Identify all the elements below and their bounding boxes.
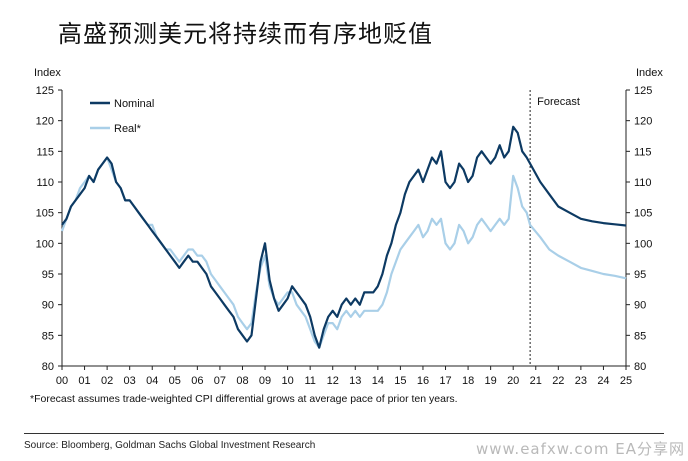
series-line-nominal bbox=[61, 125, 627, 349]
x-tick-label: 11 bbox=[304, 375, 315, 387]
series-line-real bbox=[60, 156, 627, 349]
x-tick-label: 05 bbox=[169, 375, 181, 387]
y-axis-title-right: Index bbox=[636, 67, 663, 79]
y-tick-label-right: 100 bbox=[634, 238, 652, 250]
forecast-annotation: Forecast bbox=[537, 96, 580, 108]
y-tick-label-left: 105 bbox=[36, 208, 54, 220]
y-tick-label-left: 90 bbox=[42, 300, 54, 312]
x-tick-label: 24 bbox=[597, 375, 609, 387]
y-tick-label-left: 120 bbox=[36, 116, 54, 128]
y-tick-label-right: 120 bbox=[634, 116, 652, 128]
x-tick-label: 09 bbox=[259, 375, 271, 387]
y-tick-label-left: 100 bbox=[36, 238, 54, 250]
y-tick-label-right: 125 bbox=[634, 85, 652, 97]
y-tick-label-left: 125 bbox=[36, 85, 54, 97]
y-tick-label-left: 80 bbox=[42, 361, 54, 373]
x-tick-label: 08 bbox=[236, 375, 248, 387]
y-tick-label-left: 85 bbox=[42, 330, 54, 342]
y-tick-label-left: 115 bbox=[36, 146, 54, 158]
divider bbox=[24, 433, 664, 434]
y-tick-label-right: 90 bbox=[634, 300, 646, 312]
x-tick-label: 23 bbox=[575, 375, 587, 387]
x-tick-label: 13 bbox=[349, 375, 361, 387]
x-tick-label: 19 bbox=[485, 375, 497, 387]
x-tick-label: 06 bbox=[191, 375, 203, 387]
x-tick-label: 10 bbox=[281, 375, 293, 387]
x-tick-label: 25 bbox=[620, 375, 632, 387]
legend-label-nominal: Nominal bbox=[114, 98, 154, 110]
x-tick-label: 00 bbox=[56, 375, 68, 387]
footnote: *Forecast assumes trade-weighted CPI dif… bbox=[30, 393, 458, 405]
y-axis-title-left: Index bbox=[34, 67, 61, 79]
legend: Nominal Real* bbox=[90, 98, 154, 135]
x-tick-label: 02 bbox=[101, 375, 113, 387]
y-tick-label-right: 85 bbox=[634, 330, 646, 342]
x-tick-label: 04 bbox=[146, 375, 158, 387]
y-tick-label-right: 115 bbox=[634, 146, 652, 158]
x-tick-label: 14 bbox=[372, 375, 384, 387]
x-tick-label: 22 bbox=[552, 375, 564, 387]
x-tick-label: 20 bbox=[507, 375, 519, 387]
x-tick-label: 03 bbox=[124, 375, 136, 387]
y-tick-label-left: 110 bbox=[36, 177, 54, 189]
y-tick-label-right: 95 bbox=[634, 269, 646, 281]
legend-label-real: Real* bbox=[114, 123, 142, 135]
x-tick-label: 16 bbox=[417, 375, 429, 387]
series-lines bbox=[60, 125, 627, 349]
source-note: Source: Bloomberg, Goldman Sachs Global … bbox=[24, 440, 316, 451]
x-tick-label: 18 bbox=[462, 375, 474, 387]
y-tick-label-right: 110 bbox=[634, 177, 652, 189]
watermark: www.eafxw.com EA分享网 bbox=[476, 440, 685, 458]
page-title: 高盛预测美元将持续而有序地贬值 bbox=[58, 20, 433, 48]
chart-frame bbox=[58, 89, 630, 370]
y-tick-label-left: 95 bbox=[42, 269, 54, 281]
x-tick-label: 07 bbox=[214, 375, 226, 387]
y-tick-label-right: 80 bbox=[634, 361, 646, 373]
x-tick-label: 12 bbox=[327, 375, 339, 387]
y-tick-label-right: 105 bbox=[634, 208, 652, 220]
x-tick-label: 15 bbox=[394, 375, 406, 387]
x-tick-label: 17 bbox=[439, 375, 451, 387]
x-tick-label: 01 bbox=[78, 375, 90, 387]
x-tick-label: 21 bbox=[530, 375, 542, 387]
